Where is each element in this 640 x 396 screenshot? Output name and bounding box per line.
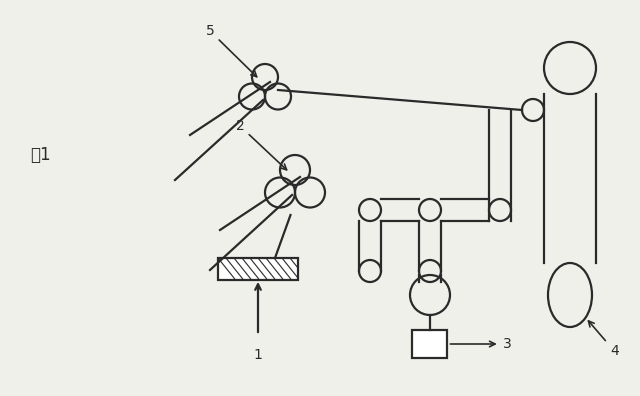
Text: 2: 2 [236, 119, 287, 170]
Bar [218, 258, 298, 280]
Text: 図1: 図1 [30, 146, 51, 164]
Bar [413, 330, 447, 358]
Text: 1: 1 [253, 348, 262, 362]
Text: 3: 3 [451, 337, 511, 351]
Text: 4: 4 [588, 321, 619, 358]
Text: 5: 5 [205, 24, 257, 77]
